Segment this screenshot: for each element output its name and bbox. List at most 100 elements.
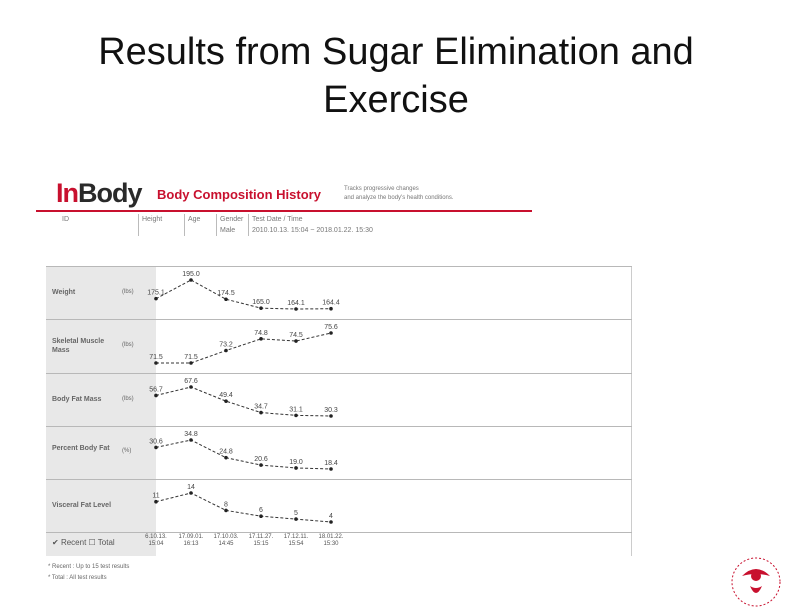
data-label: 164.1 <box>287 300 305 307</box>
data-label: 5 <box>294 510 298 517</box>
data-point <box>154 361 158 365</box>
data-point <box>224 348 228 353</box>
data-point <box>224 399 228 403</box>
test-date: 17.10.03. 14:45 <box>213 534 239 547</box>
data-label: 30.3 <box>324 407 338 414</box>
data-point <box>189 385 193 389</box>
data-point <box>294 466 298 470</box>
data-label: 174.5 <box>217 290 235 297</box>
data-point <box>294 339 298 343</box>
grid-right-border <box>631 266 632 556</box>
data-point <box>329 331 333 335</box>
series-line <box>155 386 332 417</box>
data-point <box>189 278 193 282</box>
date-range-value: 2010.10.13. 15:04 ~ 2018.01.22. 15:30 <box>252 227 373 234</box>
data-point <box>294 517 298 521</box>
data-label: 67.6 <box>184 378 198 385</box>
header-id: ID <box>62 216 69 223</box>
data-point <box>259 306 263 310</box>
data-label: 195.0 <box>182 271 200 278</box>
center-logo <box>731 557 781 607</box>
slide-title: Results from Sugar Elimination and Exerc… <box>98 31 694 121</box>
data-label: 6 <box>259 507 263 514</box>
test-date: 17.11.27. 15:15 <box>248 534 274 547</box>
data-label: 164.4 <box>322 300 340 307</box>
history-plot: 175.1 195.0 174.5 165.0 164.1 164.4 71.5 71.5 73… <box>147 271 340 524</box>
test-date: 6.10.13. 15:04 <box>145 534 167 547</box>
data-point <box>224 508 228 513</box>
data-point <box>294 413 298 418</box>
data-label: 165.0 <box>252 299 270 306</box>
row-label-visceral-fat: Visceral Fat Level <box>52 502 112 509</box>
data-point <box>259 514 263 518</box>
row-unit-weight: (lbs) <box>122 289 134 295</box>
test-date: 17.12.11. 15:54 <box>283 534 309 547</box>
data-point <box>189 491 193 495</box>
data-label: 71.5 <box>184 354 198 361</box>
series-line <box>155 492 332 523</box>
legend-total[interactable]: Total <box>97 538 115 547</box>
data-label: 49.4 <box>219 392 233 399</box>
header-separator <box>216 214 217 236</box>
row-label-body-fat-mass: Body Fat Mass <box>52 396 102 403</box>
data-point <box>259 337 263 341</box>
row-label-column <box>46 266 156 556</box>
data-label: 19.0 <box>289 459 303 466</box>
checkbox-icon[interactable]: ☐ <box>88 538 96 547</box>
row-divider <box>46 532 632 533</box>
header-age: Age <box>188 216 201 223</box>
data-point <box>154 499 158 504</box>
report-subtitle: Body Composition History <box>157 187 321 202</box>
header-height: Height <box>142 216 163 223</box>
data-point <box>259 463 263 467</box>
inbody-logo: InBody <box>56 178 142 208</box>
report-note-2: and analyze the body's health conditions… <box>344 195 454 201</box>
gender-value: Male <box>220 227 236 234</box>
data-label: 20.6 <box>254 456 268 463</box>
data-point <box>154 393 158 398</box>
data-point <box>154 296 158 301</box>
series-line <box>155 439 332 470</box>
data-point <box>224 455 228 460</box>
header-separator <box>138 214 139 236</box>
report-note-1: Tracks progressive changes <box>344 186 419 192</box>
data-point <box>329 520 333 524</box>
data-label: 14 <box>187 484 195 491</box>
footnote-recent: * Recent : Up to 15 test results <box>48 564 130 570</box>
row-unit-percent-body-fat: (%) <box>122 448 132 454</box>
data-point <box>329 414 333 418</box>
footnote-total: * Total : All test results <box>48 575 107 581</box>
test-date: 18.01.22. 15:30 <box>318 534 344 547</box>
header-gender: Gender <box>220 216 244 223</box>
inbody-report: InBody Body Composition History Tracks p… <box>36 172 636 602</box>
data-label: 34.8 <box>184 431 198 438</box>
row-divider <box>46 319 632 320</box>
data-label: 18.4 <box>324 460 338 467</box>
series-line <box>156 332 332 364</box>
data-label: 71.5 <box>149 354 163 361</box>
data-point <box>154 445 158 450</box>
header-test-date: Test Date / Time <box>252 216 303 223</box>
data-label: 24.8 <box>219 449 233 456</box>
data-label: 34.7 <box>254 404 268 411</box>
header-separator <box>184 214 185 236</box>
legend-recent[interactable]: Recent <box>60 538 87 547</box>
data-label: 73.2 <box>219 342 233 349</box>
data-label: 74.8 <box>254 330 268 337</box>
checkmark-icon: ✔ <box>52 538 59 547</box>
row-divider <box>46 479 632 480</box>
data-label: 8 <box>224 501 228 508</box>
row-label-percent-body-fat: Percent Body Fat <box>52 445 110 452</box>
data-point <box>189 361 193 365</box>
data-point <box>259 410 263 415</box>
header-divider <box>36 210 532 212</box>
row-label-skeletal-muscle: Skeletal Muscle Mass <box>52 338 105 354</box>
row-unit-skeletal-muscle: (lbs) <box>122 342 134 348</box>
row-divider <box>46 426 632 427</box>
data-point <box>329 306 333 311</box>
data-label: 75.6 <box>324 324 338 331</box>
data-point <box>189 438 193 442</box>
data-point <box>294 307 298 311</box>
header-separator <box>248 214 249 236</box>
data-label: 4 <box>329 513 333 520</box>
